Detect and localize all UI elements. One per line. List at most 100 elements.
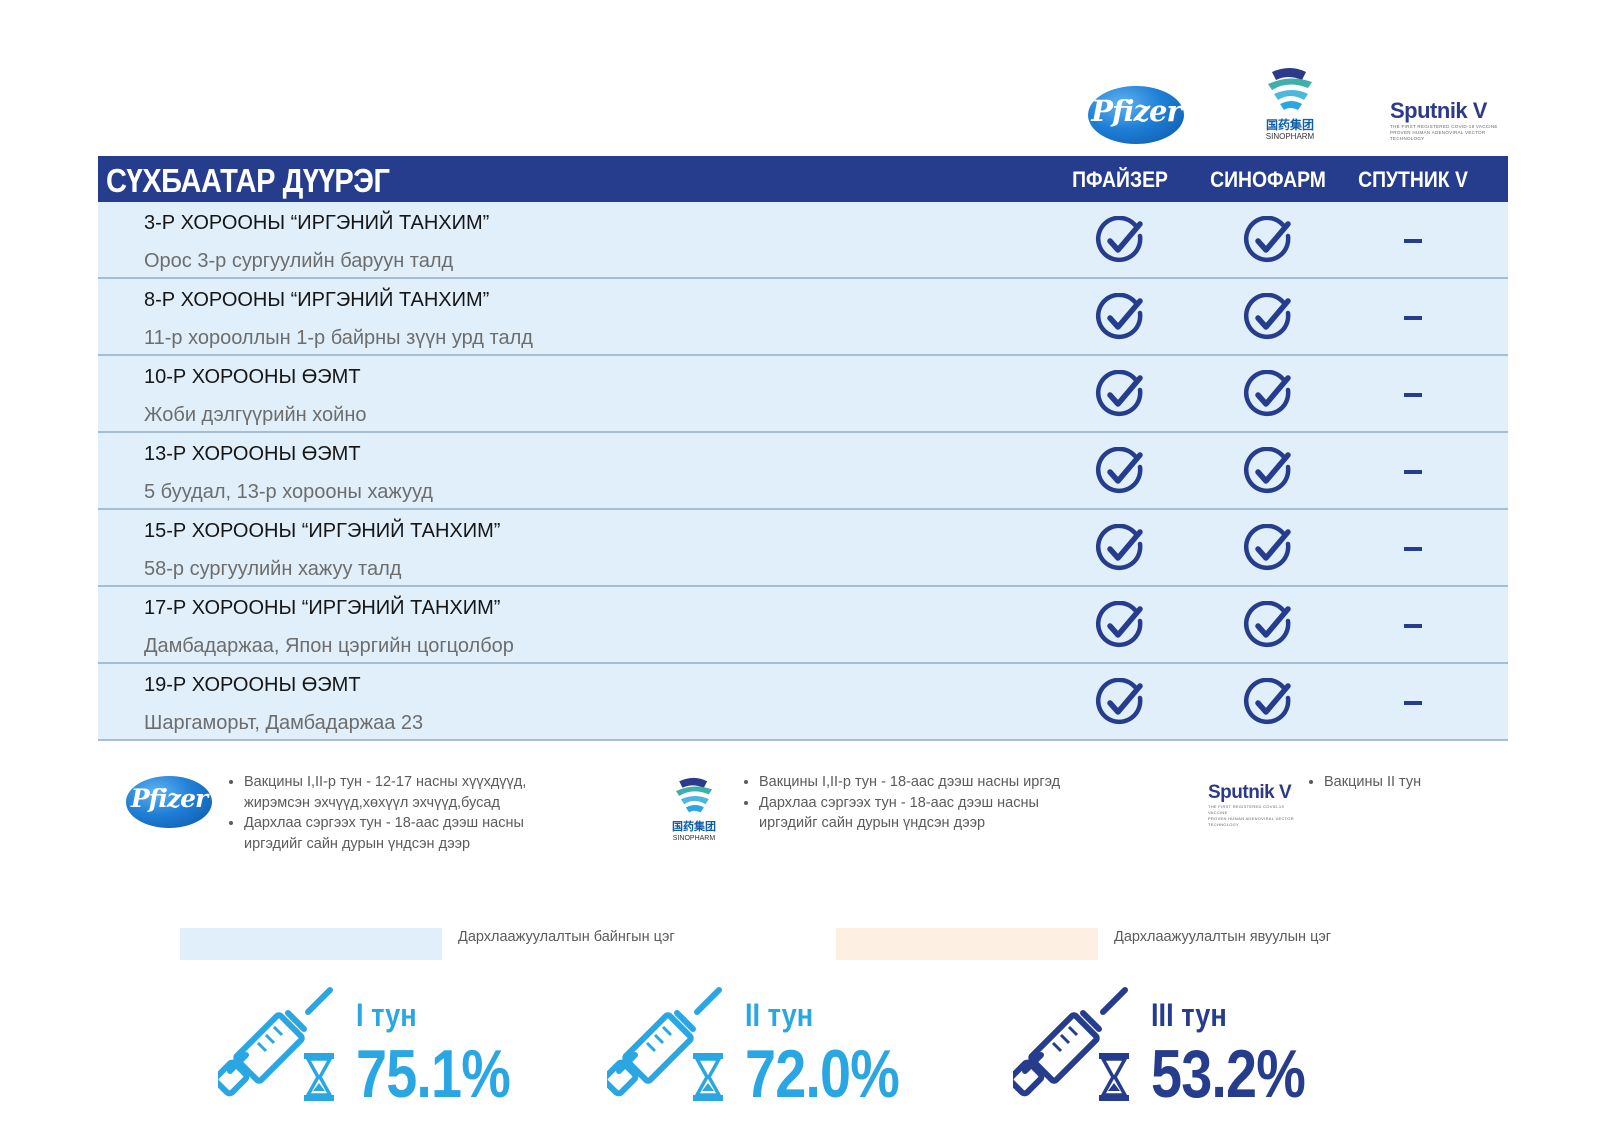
sinopharm-availability bbox=[1193, 524, 1343, 574]
sputnik-note: Вакцины II тун bbox=[1302, 772, 1482, 793]
location-title: 13-Р ХОРООНЫ ӨЭМТ bbox=[144, 443, 361, 465]
dose-percent: 53.2% bbox=[1151, 1036, 1306, 1112]
table-row: 8-Р ХОРООНЫ “ИРГЭНИЙ ТАНХИМ” 11-р хороол… bbox=[98, 279, 1508, 356]
sputnik-availability bbox=[1338, 678, 1488, 728]
check-icon bbox=[1243, 216, 1291, 263]
location-address: Дамбадаржаа, Япон цэргийн цогцолбор bbox=[144, 635, 514, 657]
dash-icon bbox=[1404, 547, 1422, 551]
stat-dose-1: I тун 75.1% bbox=[218, 985, 518, 1115]
sputnik-availability bbox=[1338, 216, 1488, 266]
sputnik-availability bbox=[1338, 524, 1488, 574]
note-item: Вакцины I,II-р тун - 18-аас дээш насны и… bbox=[759, 772, 1097, 793]
pfizer-logo-small: Pfizer bbox=[126, 776, 212, 828]
sputnik-availability bbox=[1338, 370, 1488, 420]
table-row: 17-Р ХОРООНЫ “ИРГЭНИЙ ТАНХИМ” Дамбадаржа… bbox=[98, 587, 1508, 664]
note-item: Вакцины II тун bbox=[1324, 772, 1482, 793]
check-icon bbox=[1095, 678, 1143, 725]
table-row: 19-Р ХОРООНЫ ӨЭМТ Шаргаморьт, Дамбадаржа… bbox=[98, 664, 1508, 741]
stat-dose-2: II тун 72.0% bbox=[607, 985, 907, 1115]
check-icon bbox=[1095, 601, 1143, 648]
check-icon bbox=[1243, 601, 1291, 648]
dose-label: II тун bbox=[745, 997, 814, 1033]
stat-dose-3: III тун 53.2% bbox=[1013, 985, 1313, 1115]
check-icon bbox=[1095, 216, 1143, 263]
syringe-icon bbox=[607, 987, 722, 1097]
sinopharm-logo: 国药集团 SINOPHARM bbox=[1255, 66, 1325, 142]
table-row: 15-Р ХОРООНЫ “ИРГЭНИЙ ТАНХИМ” 58-р сургу… bbox=[98, 510, 1508, 587]
sputnik-availability bbox=[1338, 601, 1488, 651]
dash-icon bbox=[1404, 701, 1422, 705]
location-title: 3-Р ХОРООНЫ “ИРГЭНИЙ ТАНХИМ” bbox=[144, 212, 490, 234]
location-title: 17-Р ХОРООНЫ “ИРГЭНИЙ ТАНХИМ” bbox=[144, 597, 501, 619]
legend-fixed-swatch bbox=[180, 928, 442, 960]
location-title: 15-Р ХОРООНЫ “ИРГЭНИЙ ТАНХИМ” bbox=[144, 520, 501, 542]
sinopharm-availability bbox=[1193, 447, 1343, 497]
vaccination-points-table: СҮХБААТАР ДҮҮРЭГ ПФАЙЗЕР СИНОФАРМ СПУТНИ… bbox=[98, 156, 1508, 741]
check-icon bbox=[1095, 293, 1143, 340]
sinopharm-note: Вакцины I,II-р тун - 18-аас дээш насны и… bbox=[737, 772, 1097, 834]
syringe-icon bbox=[1013, 987, 1128, 1097]
dose-percent: 72.0% bbox=[745, 1036, 900, 1112]
table-header: СҮХБААТАР ДҮҮРЭГ ПФАЙЗЕР СИНОФАРМ СПУТНИ… bbox=[98, 156, 1508, 202]
location-address: Жоби дэлгүүрийн хойно bbox=[144, 404, 367, 426]
sputnik-availability bbox=[1338, 447, 1488, 497]
table-row: 13-Р ХОРООНЫ ӨЭМТ 5 буудал, 13-р хорооны… bbox=[98, 433, 1508, 510]
sputnik-logo: Sputnik V THE FIRST REGISTERED COVID-19 … bbox=[1390, 98, 1498, 141]
location-address: 58-р сургуулийн хажуу талд bbox=[144, 558, 402, 580]
dash-icon bbox=[1404, 624, 1422, 628]
dash-icon bbox=[1404, 393, 1422, 397]
location-title: 8-Р ХОРООНЫ “ИРГЭНИЙ ТАНХИМ” bbox=[144, 289, 490, 311]
sinopharm-availability bbox=[1193, 216, 1343, 266]
table-row: 10-Р ХОРООНЫ ӨЭМТ Жоби дэлгүүрийн хойно bbox=[98, 356, 1508, 433]
sinopharm-availability bbox=[1193, 293, 1343, 343]
pfizer-logo: Pfizer bbox=[1088, 86, 1184, 144]
hourglass-icon bbox=[304, 1053, 334, 1101]
syringe-icon bbox=[218, 987, 333, 1097]
pfizer-availability bbox=[1045, 293, 1195, 343]
column-sputnik: СПУТНИК V bbox=[1358, 167, 1468, 192]
sinopharm-availability bbox=[1193, 601, 1343, 651]
pfizer-availability bbox=[1045, 524, 1195, 574]
dash-icon bbox=[1404, 470, 1422, 474]
column-pfizer: ПФАЙЗЕР bbox=[1072, 167, 1168, 192]
district-title: СҮХБААТАР ДҮҮРЭГ bbox=[106, 162, 390, 199]
hourglass-icon bbox=[1099, 1053, 1129, 1101]
check-icon bbox=[1243, 293, 1291, 340]
dash-icon bbox=[1404, 316, 1422, 320]
location-address: Орос 3-р сургуулийн баруун талд bbox=[144, 250, 454, 272]
location-address: Шаргаморьт, Дамбадаржаа 23 bbox=[144, 712, 424, 734]
hourglass-icon bbox=[693, 1053, 723, 1101]
column-sinopharm: СИНОФАРМ bbox=[1210, 167, 1326, 192]
check-icon bbox=[1095, 524, 1143, 571]
location-title: 10-Р ХОРООНЫ ӨЭМТ bbox=[144, 366, 361, 388]
check-icon bbox=[1243, 678, 1291, 725]
pfizer-availability bbox=[1045, 216, 1195, 266]
note-item: Дархлаа сэргээх тун - 18-аас дээш насны … bbox=[759, 793, 1097, 834]
pfizer-availability bbox=[1045, 601, 1195, 651]
legend-mobile-swatch bbox=[836, 928, 1098, 960]
table-row: 3-Р ХОРООНЫ “ИРГЭНИЙ ТАНХИМ” Орос 3-р су… bbox=[98, 202, 1508, 279]
legend-mobile-label: Дархлаажуулалтын явуулын цэг bbox=[1114, 929, 1332, 945]
dose-label: I тун bbox=[356, 997, 417, 1033]
location-title: 19-Р ХОРООНЫ ӨЭМТ bbox=[144, 674, 361, 696]
pfizer-availability bbox=[1045, 370, 1195, 420]
sputnik-logo-small: Sputnik V THE FIRST REGISTERED COVID-19 … bbox=[1208, 782, 1294, 827]
legend-fixed-label: Дархлаажуулалтын байнгын цэг bbox=[458, 929, 675, 945]
sinopharm-availability bbox=[1193, 370, 1343, 420]
check-icon bbox=[1095, 370, 1143, 417]
dose-percent: 75.1% bbox=[356, 1036, 511, 1112]
check-icon bbox=[1243, 524, 1291, 571]
check-icon bbox=[1243, 370, 1291, 417]
pfizer-note: Вакцины I,II-р тун - 12-17 насны хүүхдүү… bbox=[222, 772, 562, 854]
sinopharm-emblem-icon bbox=[675, 777, 713, 813]
sputnik-availability bbox=[1338, 293, 1488, 343]
note-item: Дархлаа сэргээх тун - 18-аас дээш насны … bbox=[244, 813, 562, 854]
sinopharm-availability bbox=[1193, 678, 1343, 728]
pfizer-availability bbox=[1045, 447, 1195, 497]
check-icon bbox=[1095, 447, 1143, 494]
check-icon bbox=[1243, 447, 1291, 494]
location-address: 5 буудал, 13-р хорооны хажууд bbox=[144, 481, 433, 503]
dash-icon bbox=[1404, 239, 1422, 243]
pfizer-availability bbox=[1045, 678, 1195, 728]
location-address: 11-р хорооллын 1-р байрны зүүн урд талд bbox=[144, 327, 533, 349]
